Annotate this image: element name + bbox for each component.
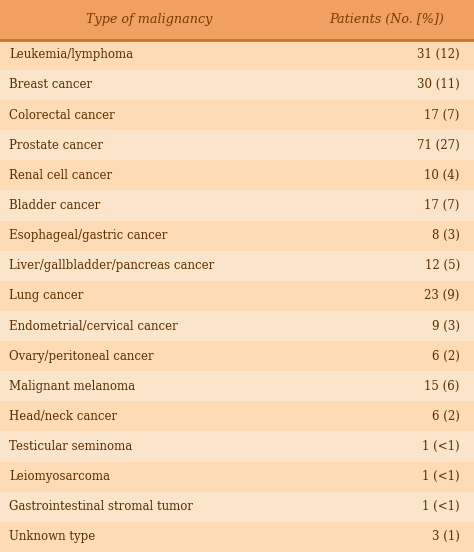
Text: Breast cancer: Breast cancer [9, 78, 92, 92]
Bar [0, 371, 474, 401]
Bar [0, 311, 474, 341]
Text: 3 (1): 3 (1) [432, 530, 460, 543]
Text: Type of malignancy: Type of malignancy [86, 13, 212, 26]
Bar [0, 190, 474, 221]
Text: 6 (2): 6 (2) [432, 349, 460, 363]
Text: 71 (27): 71 (27) [417, 139, 460, 152]
Text: Lung cancer: Lung cancer [9, 289, 84, 302]
Text: Leiomyosarcoma: Leiomyosarcoma [9, 470, 110, 483]
Text: 15 (6): 15 (6) [424, 380, 460, 393]
Text: Prostate cancer: Prostate cancer [9, 139, 103, 152]
Text: Malignant melanoma: Malignant melanoma [9, 380, 136, 393]
Text: Head/neck cancer: Head/neck cancer [9, 410, 118, 423]
Text: Unknown type: Unknown type [9, 530, 96, 543]
Text: 31 (12): 31 (12) [417, 49, 460, 61]
Text: 1 (<1): 1 (<1) [422, 500, 460, 513]
Text: Renal cell cancer: Renal cell cancer [9, 169, 113, 182]
Text: Liver/gallbladder/pancreas cancer: Liver/gallbladder/pancreas cancer [9, 259, 215, 272]
Text: 30 (11): 30 (11) [417, 78, 460, 92]
Bar [0, 432, 474, 461]
Bar [0, 221, 474, 251]
Text: 9 (3): 9 (3) [432, 320, 460, 332]
Text: 1 (<1): 1 (<1) [422, 470, 460, 483]
Bar [0, 251, 474, 281]
Bar [0, 130, 474, 160]
Bar [0, 281, 474, 311]
Text: Bladder cancer: Bladder cancer [9, 199, 101, 212]
Text: 8 (3): 8 (3) [432, 229, 460, 242]
Text: Endometrial/cervical cancer: Endometrial/cervical cancer [9, 320, 178, 332]
Text: Esophageal/gastric cancer: Esophageal/gastric cancer [9, 229, 168, 242]
Text: Leukemia/lymphoma: Leukemia/lymphoma [9, 49, 134, 61]
Bar [0, 401, 474, 432]
Bar [0, 40, 474, 70]
Bar [0, 100, 474, 130]
Bar [0, 522, 474, 552]
Text: Colorectal cancer: Colorectal cancer [9, 109, 115, 121]
Bar [0, 70, 474, 100]
Text: Patients (No. [%]): Patients (No. [%]) [329, 13, 444, 26]
Text: 6 (2): 6 (2) [432, 410, 460, 423]
Text: Testicular seminoma: Testicular seminoma [9, 440, 133, 453]
Text: 12 (5): 12 (5) [425, 259, 460, 272]
Bar [0, 461, 474, 492]
Text: Ovary/peritoneal cancer: Ovary/peritoneal cancer [9, 349, 154, 363]
Bar [0, 492, 474, 522]
Text: 1 (<1): 1 (<1) [422, 440, 460, 453]
Bar [0, 341, 474, 371]
Bar [0, 0, 474, 40]
Text: Gastrointestinal stromal tumor: Gastrointestinal stromal tumor [9, 500, 193, 513]
Text: 17 (7): 17 (7) [424, 199, 460, 212]
Text: 23 (9): 23 (9) [424, 289, 460, 302]
Text: 17 (7): 17 (7) [424, 109, 460, 121]
Bar [0, 160, 474, 190]
Text: 10 (4): 10 (4) [424, 169, 460, 182]
